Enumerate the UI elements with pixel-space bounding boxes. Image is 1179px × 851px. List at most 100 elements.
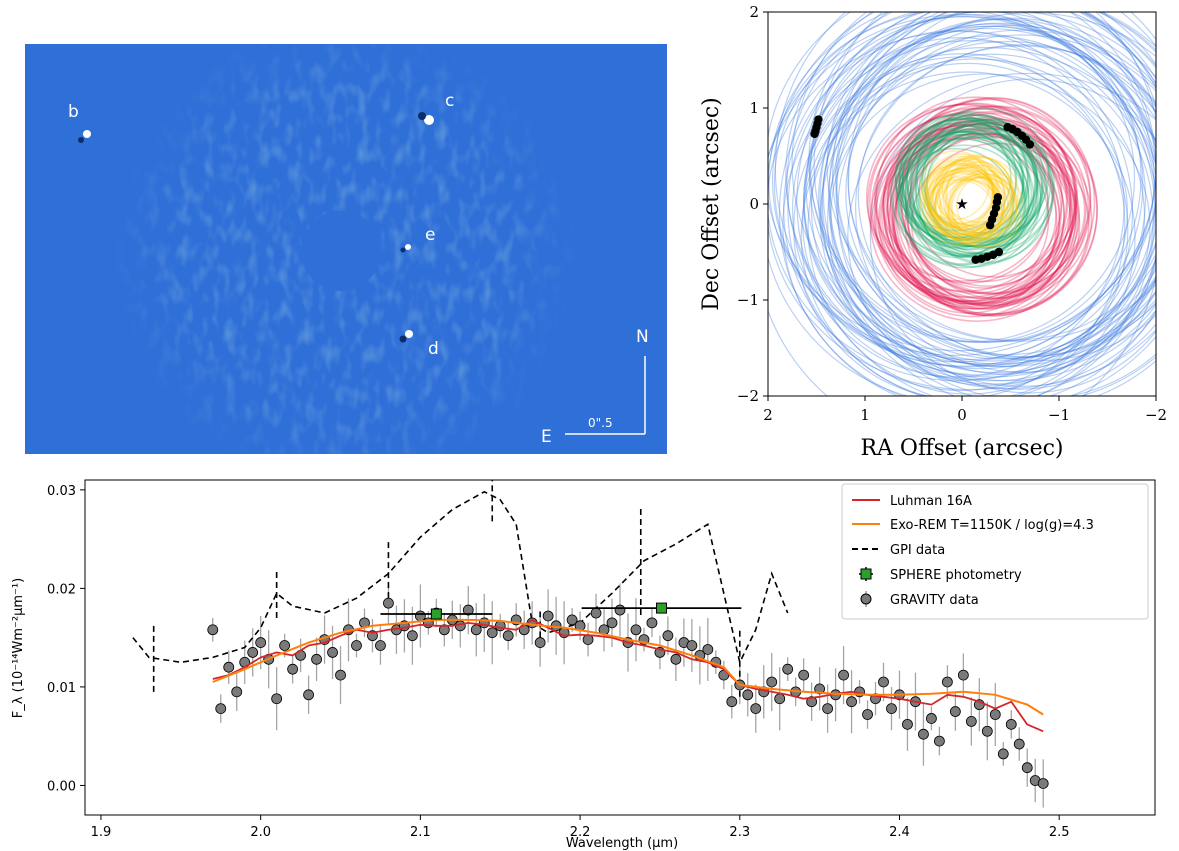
orbit-e-track <box>936 154 1015 235</box>
orbit-c-track <box>882 125 1050 284</box>
orbit-c-track <box>909 112 1078 278</box>
orbit-d-track <box>923 118 1052 249</box>
orbit-c-track <box>882 114 1071 304</box>
orbit-b-track <box>807 62 1129 395</box>
orbit-c-track <box>869 103 1072 298</box>
orbit-b-track <box>803 25 1156 365</box>
orbit-c-track <box>875 117 1062 305</box>
orbit-b-track <box>830 73 1151 368</box>
orbit-b-track <box>821 17 1156 382</box>
gravity-data-point <box>862 709 873 720</box>
gravity-data-point <box>207 624 219 636</box>
spectrum-x-tick-label: 2.2 <box>570 825 591 840</box>
orbit-e-track <box>926 162 994 225</box>
compass-north-label: N <box>636 327 649 347</box>
orbit-c-track <box>883 120 1065 310</box>
gravity-data-point <box>614 604 626 616</box>
orbit-b-track <box>822 23 1156 366</box>
orbit-b-track <box>772 12 1156 368</box>
orbit-c-track <box>881 123 1066 308</box>
orbit-e-track <box>925 160 996 224</box>
orbit-b-track <box>847 72 1156 396</box>
orbit-d-track <box>895 118 1024 249</box>
gravity-data-point <box>271 693 283 705</box>
legend-gravity-swatch <box>860 591 872 607</box>
compass: N E 0".5 <box>541 327 649 447</box>
gravity-data-point <box>606 617 618 629</box>
legend-sphere-label: SPHERE photometry <box>890 568 1022 583</box>
gravity-data-point <box>590 607 602 619</box>
orbit-d-track <box>904 124 1042 268</box>
planet-c-source <box>418 112 434 125</box>
orbit-b-track <box>827 35 1156 362</box>
gravity-data-point <box>670 653 682 665</box>
gravity-data-point <box>1005 718 1017 730</box>
gravity-data-point <box>303 689 314 701</box>
orbit-b-track <box>802 28 1156 370</box>
orbit-d-track <box>899 118 1024 246</box>
legend-sphere-swatch <box>859 567 873 581</box>
gravity-data-point <box>231 686 243 698</box>
gravity-data-point <box>470 624 482 636</box>
spectrum-x-tick-label: 1.9 <box>91 825 112 840</box>
orbit-d-track <box>920 126 1043 242</box>
orbit-b-track <box>847 24 1156 341</box>
gravity-data-point <box>949 706 961 717</box>
orbit-e-track <box>934 158 1005 227</box>
spectrum-y-tick-label: 0.02 <box>47 582 76 597</box>
direct-imaging-panel: b c e d N E 0".5 <box>25 44 667 454</box>
gravity-data-point <box>646 617 658 629</box>
orbit-b-track <box>808 12 1156 343</box>
orbit-b-track <box>802 58 1146 380</box>
orbit-c-track <box>895 97 1092 295</box>
planet-d-source <box>399 330 413 343</box>
gravity-data-point <box>941 676 953 688</box>
orbit-e-track <box>932 178 1003 243</box>
gravity-data-point <box>486 627 498 639</box>
gravity-data-point <box>1037 778 1049 789</box>
orbit-b-track <box>786 12 1156 376</box>
planet-b-label: b <box>68 102 79 122</box>
gravity-data-point <box>406 630 418 642</box>
scale-label: 0".5 <box>588 416 613 430</box>
legend-exorem-label: Exo-REM T=1150K / log(g)=4.3 <box>890 518 1094 533</box>
gravity-data-point <box>383 597 394 609</box>
orbit-b-track <box>835 18 1156 375</box>
planet-c-label: c <box>445 91 454 111</box>
planet-d-label: d <box>428 339 439 359</box>
orbit-d-track <box>901 114 1044 251</box>
gravity-data-point <box>981 725 993 737</box>
spectrum-x-tick-label: 2.1 <box>410 825 431 840</box>
gravity-data-point <box>1021 762 1033 774</box>
orbit-d-track <box>904 125 1040 257</box>
planet-b-source <box>78 130 91 143</box>
orbit-d-track <box>898 122 1012 232</box>
gravity-data-point <box>502 630 514 642</box>
orbit-b-track <box>785 12 1156 378</box>
spectrum-chart: 1.9 2.0 2.1 2.2 2.3 2.4 2.5 0.00 0.01 0.02 0.03 Wa… <box>11 479 1156 851</box>
spectrum-y-tick-label: 0.03 <box>47 484 76 499</box>
gravity-data-point <box>311 653 322 665</box>
orbit-c-track <box>900 107 1077 287</box>
orbit-d-track <box>894 113 1037 247</box>
orbit-c-track <box>882 105 1078 305</box>
gravity-data-point <box>798 669 810 681</box>
orbit-b-track <box>808 13 1136 343</box>
orbit-c-track <box>904 118 1087 300</box>
legend-luhman-label: Luhman 16A <box>890 494 972 509</box>
orbit-b-track <box>791 12 1156 365</box>
gravity-data-point <box>335 669 346 681</box>
orbit-d-track <box>891 131 1030 266</box>
orbit-b-track <box>783 29 1134 392</box>
orbit-d-track <box>918 121 1056 255</box>
gravity-data-point <box>774 693 786 705</box>
orbit-b-track <box>803 56 1128 361</box>
gravity-data-point <box>662 630 674 642</box>
compass-east-label: E <box>541 427 552 447</box>
orbit-b-track <box>855 44 1156 373</box>
gravity-data-point <box>838 669 849 681</box>
astrometry-point-d <box>994 247 1004 257</box>
orbit-e-track <box>920 150 990 221</box>
orbit-b-track <box>819 40 1156 382</box>
orbit-d-track <box>914 120 1039 248</box>
